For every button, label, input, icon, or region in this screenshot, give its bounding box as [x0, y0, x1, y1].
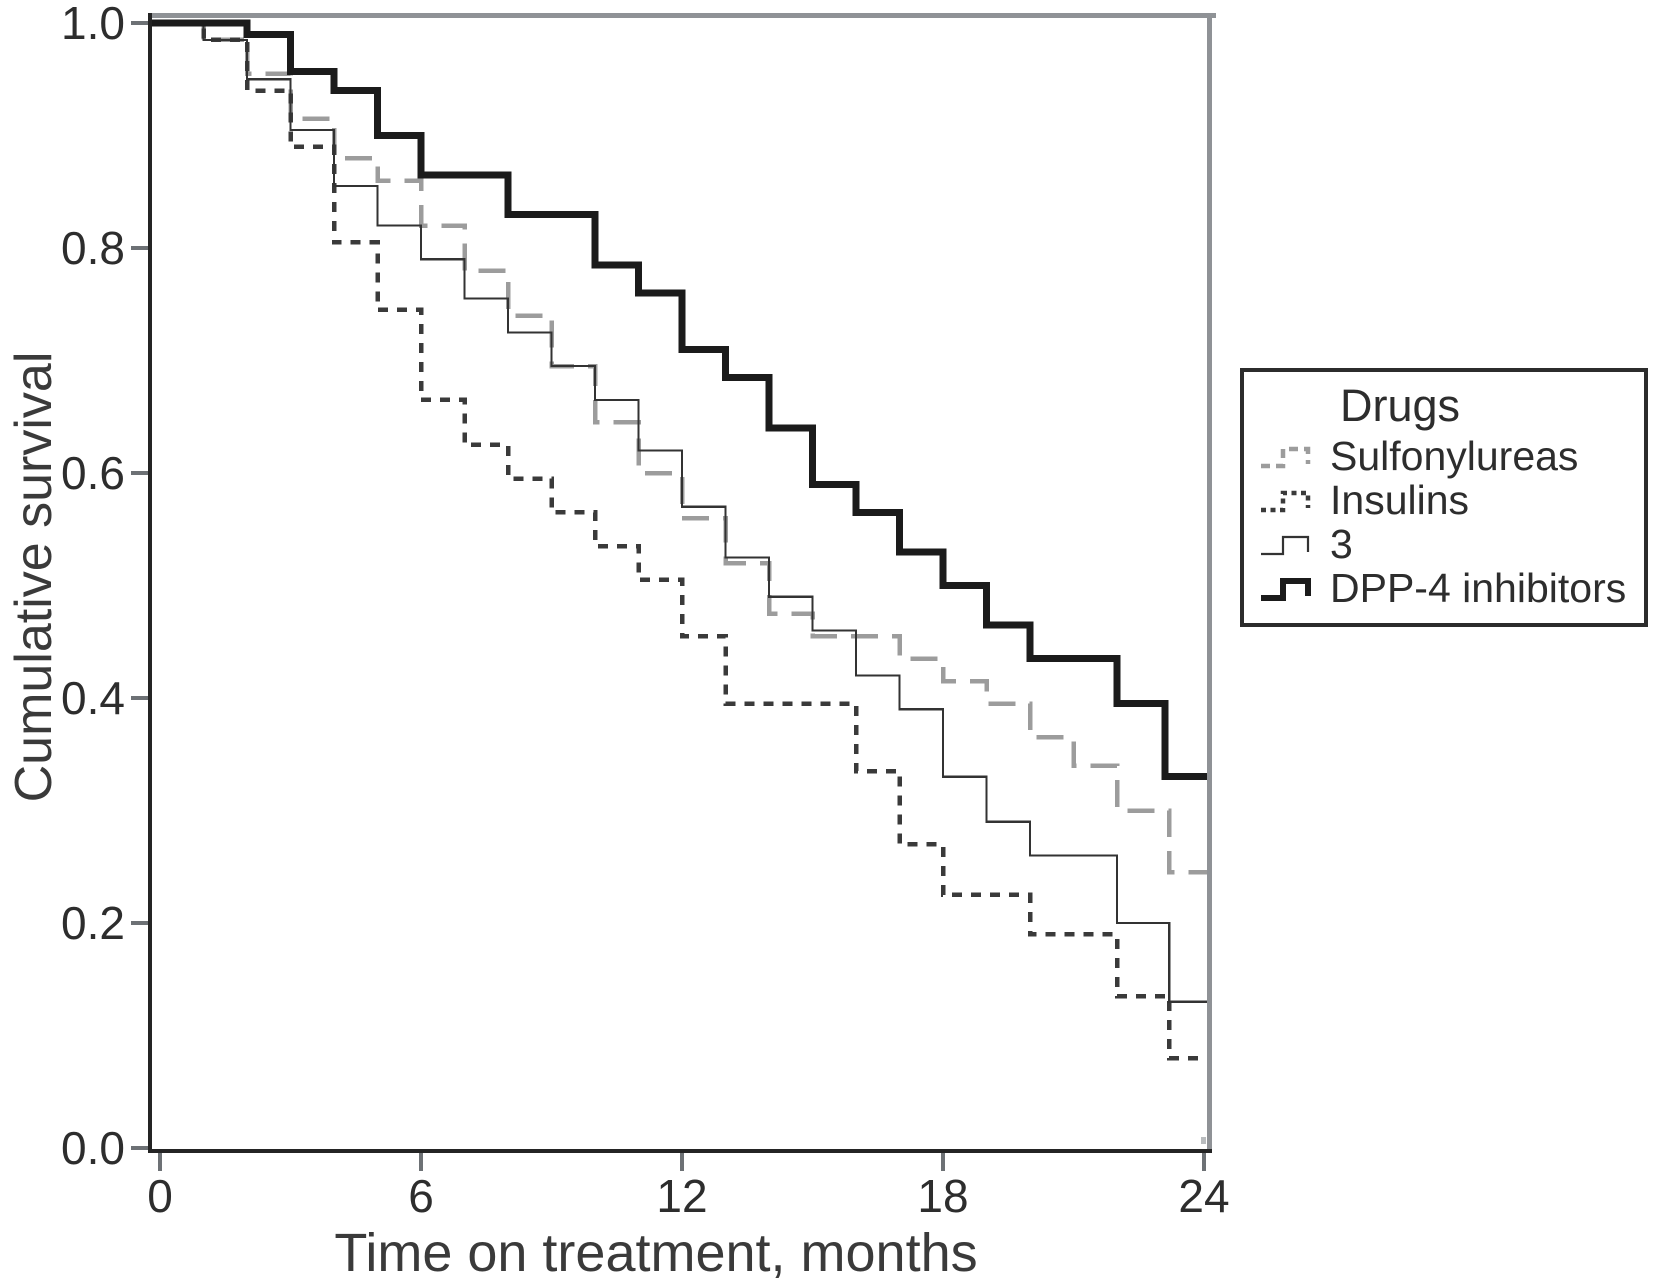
- x-tick-mark: [1202, 1153, 1206, 1171]
- y-tick-label: 0.2: [61, 897, 125, 949]
- censor-mark: [1201, 1137, 1206, 1144]
- x-tick-label: 24: [1178, 1170, 1229, 1222]
- y-tick-label: 1.0: [61, 0, 125, 49]
- y-tick-label: 0.4: [61, 672, 125, 724]
- x-tick-label: 12: [656, 1170, 707, 1222]
- x-tick-label: 0: [147, 1170, 173, 1222]
- series-line-insulins: [152, 20, 1207, 1061]
- legend-item-three: 3: [1244, 520, 1644, 567]
- plot-border-top: [148, 13, 1216, 18]
- legend-item-dpp4: DPP-4 inhibitors: [1244, 564, 1644, 611]
- y-axis-title: Cumulative survival: [5, 351, 63, 803]
- y-axis-line: [148, 13, 152, 1153]
- legend-label-sulfonylureas: Sulfonylureas: [1330, 432, 1579, 479]
- legend-label-insulins: Insulins: [1330, 476, 1470, 523]
- y-tick-mark: [131, 921, 148, 925]
- legend-item-sulfonylureas: Sulfonylureas: [1244, 432, 1644, 479]
- legend-sample-line-sulfonylureas: [1261, 446, 1311, 469]
- x-axis-title: Time on treatment, months: [334, 1223, 978, 1281]
- x-tick-mark: [941, 1153, 945, 1171]
- x-tick-mark: [419, 1153, 423, 1171]
- y-tick-label: 0.8: [61, 222, 125, 274]
- series-line-dpp4: [152, 19, 1207, 781]
- legend-label-dpp4: DPP-4 inhibitors: [1330, 564, 1627, 611]
- legend-sample-path: [1261, 578, 1311, 601]
- y-tick-mark: [131, 1146, 148, 1150]
- legend-item-insulins: Insulins: [1244, 476, 1644, 523]
- x-axis-line: [148, 1149, 1212, 1153]
- legend-rows: Sulfonylureas Insulins 3 DPP-4 inhibitors: [1244, 432, 1644, 611]
- y-tick-label: 0.6: [61, 447, 125, 499]
- x-tick-label: 18: [917, 1170, 968, 1222]
- y-tick-label: 0.0: [61, 1122, 125, 1174]
- y-tick-mark: [131, 21, 148, 25]
- legend-title: Drugs: [1340, 380, 1461, 431]
- x-tick-mark: [680, 1153, 684, 1171]
- y-tick-mark: [131, 696, 148, 700]
- series-line-sulfonylureas: [152, 20, 1207, 875]
- x-tick-label: 6: [408, 1170, 434, 1222]
- legend-sample-path: [1261, 490, 1311, 513]
- y-tick-mark: [131, 471, 148, 475]
- x-tick-mark: [158, 1153, 162, 1171]
- legend-box: Drugs Sulfonylureas Insulins 3 DPP-4 inhibi…: [1240, 368, 1648, 627]
- legend-sample-path: [1261, 446, 1311, 469]
- legend-sample-line-dpp4: [1261, 578, 1311, 601]
- legend-label-three: 3: [1330, 520, 1353, 567]
- legend-sample-path: [1261, 535, 1310, 556]
- legend-sample-line-three: [1261, 535, 1310, 556]
- y-tick-mark: [131, 246, 148, 250]
- plot-border-right: [1207, 13, 1212, 1153]
- series-line-three: [152, 21, 1207, 1003]
- legend-sample-line-insulins: [1261, 490, 1311, 513]
